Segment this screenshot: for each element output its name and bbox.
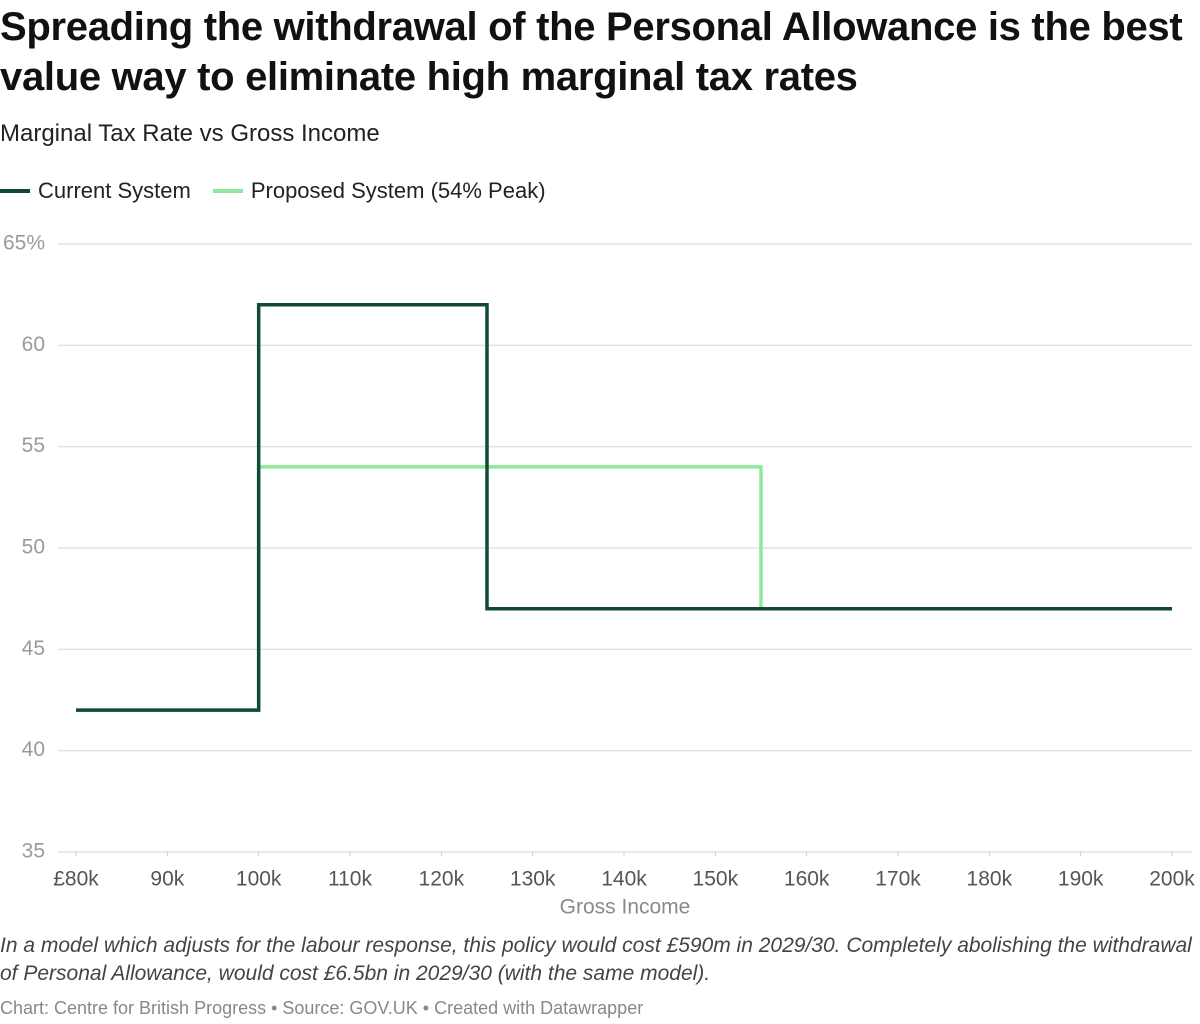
legend: Current System Proposed System (54% Peak) [0, 178, 546, 204]
series-line [76, 465, 1172, 712]
x-tick-label: £80k [53, 868, 99, 891]
x-axis-title: Gross Income [560, 896, 691, 919]
legend-item: Current System [0, 178, 191, 204]
x-tick-label: 90k [150, 868, 184, 891]
legend-label: Proposed System (54% Peak) [250, 178, 546, 203]
y-tick-label: 65% [3, 232, 45, 255]
notes: In a model which adjusts for the labour … [0, 934, 1192, 985]
x-tick-label: 140k [601, 868, 647, 891]
legend-item: Proposed System (54% Peak) [212, 178, 546, 204]
legend-swatch [212, 189, 243, 193]
x-tick-label: 190k [1058, 868, 1104, 891]
y-tick-label: 40 [22, 738, 45, 761]
source: Chart: Centre for British Progress • Sou… [0, 998, 644, 1018]
chart-subtitle: Marginal Tax Rate vs Gross Income [0, 120, 380, 147]
chart-title: Spreading the withdrawal of the Personal… [0, 5, 1183, 99]
x-tick-label: 110k [328, 868, 372, 891]
x-tick-label: 100k [236, 868, 282, 891]
x-tick-label: 200k [1149, 868, 1195, 891]
chart: 35 40 45 50 55 60 65% £80k 90k 100k 110k 120k 130k 14… [3, 232, 1195, 919]
x-tick-label: 180k [967, 868, 1013, 891]
y-tick-label: 45 [22, 637, 45, 660]
x-tick-label: 170k [875, 868, 921, 891]
y-tick-label: 55 [22, 434, 45, 457]
x-tick-label: 160k [784, 868, 830, 891]
y-tick-label: 35 [22, 840, 45, 863]
x-tick-label: 120k [419, 868, 465, 891]
series-line [76, 303, 1172, 712]
legend-label: Current System [38, 178, 191, 203]
x-tick-label: 130k [510, 868, 556, 891]
y-tick-label: 60 [22, 333, 45, 356]
legend-swatch [0, 189, 30, 193]
x-tick-label: 150k [693, 868, 739, 891]
y-tick-label: 50 [22, 536, 45, 559]
